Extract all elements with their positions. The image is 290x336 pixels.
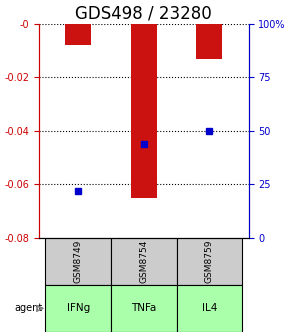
Bar [196, 24, 222, 58]
FancyBboxPatch shape [177, 238, 242, 285]
Text: agent: agent [14, 303, 42, 313]
FancyBboxPatch shape [46, 238, 111, 285]
Text: TNFa: TNFa [131, 303, 156, 313]
FancyBboxPatch shape [46, 285, 111, 332]
Text: GSM8759: GSM8759 [205, 240, 214, 283]
Text: GSM8754: GSM8754 [139, 240, 148, 283]
Bar [65, 24, 91, 45]
FancyBboxPatch shape [111, 285, 177, 332]
Text: GSM8749: GSM8749 [74, 240, 83, 283]
Bar [130, 24, 157, 198]
Text: IFNg: IFNg [67, 303, 90, 313]
Title: GDS498 / 23280: GDS498 / 23280 [75, 4, 212, 22]
FancyBboxPatch shape [177, 285, 242, 332]
FancyBboxPatch shape [111, 238, 177, 285]
Text: IL4: IL4 [202, 303, 217, 313]
